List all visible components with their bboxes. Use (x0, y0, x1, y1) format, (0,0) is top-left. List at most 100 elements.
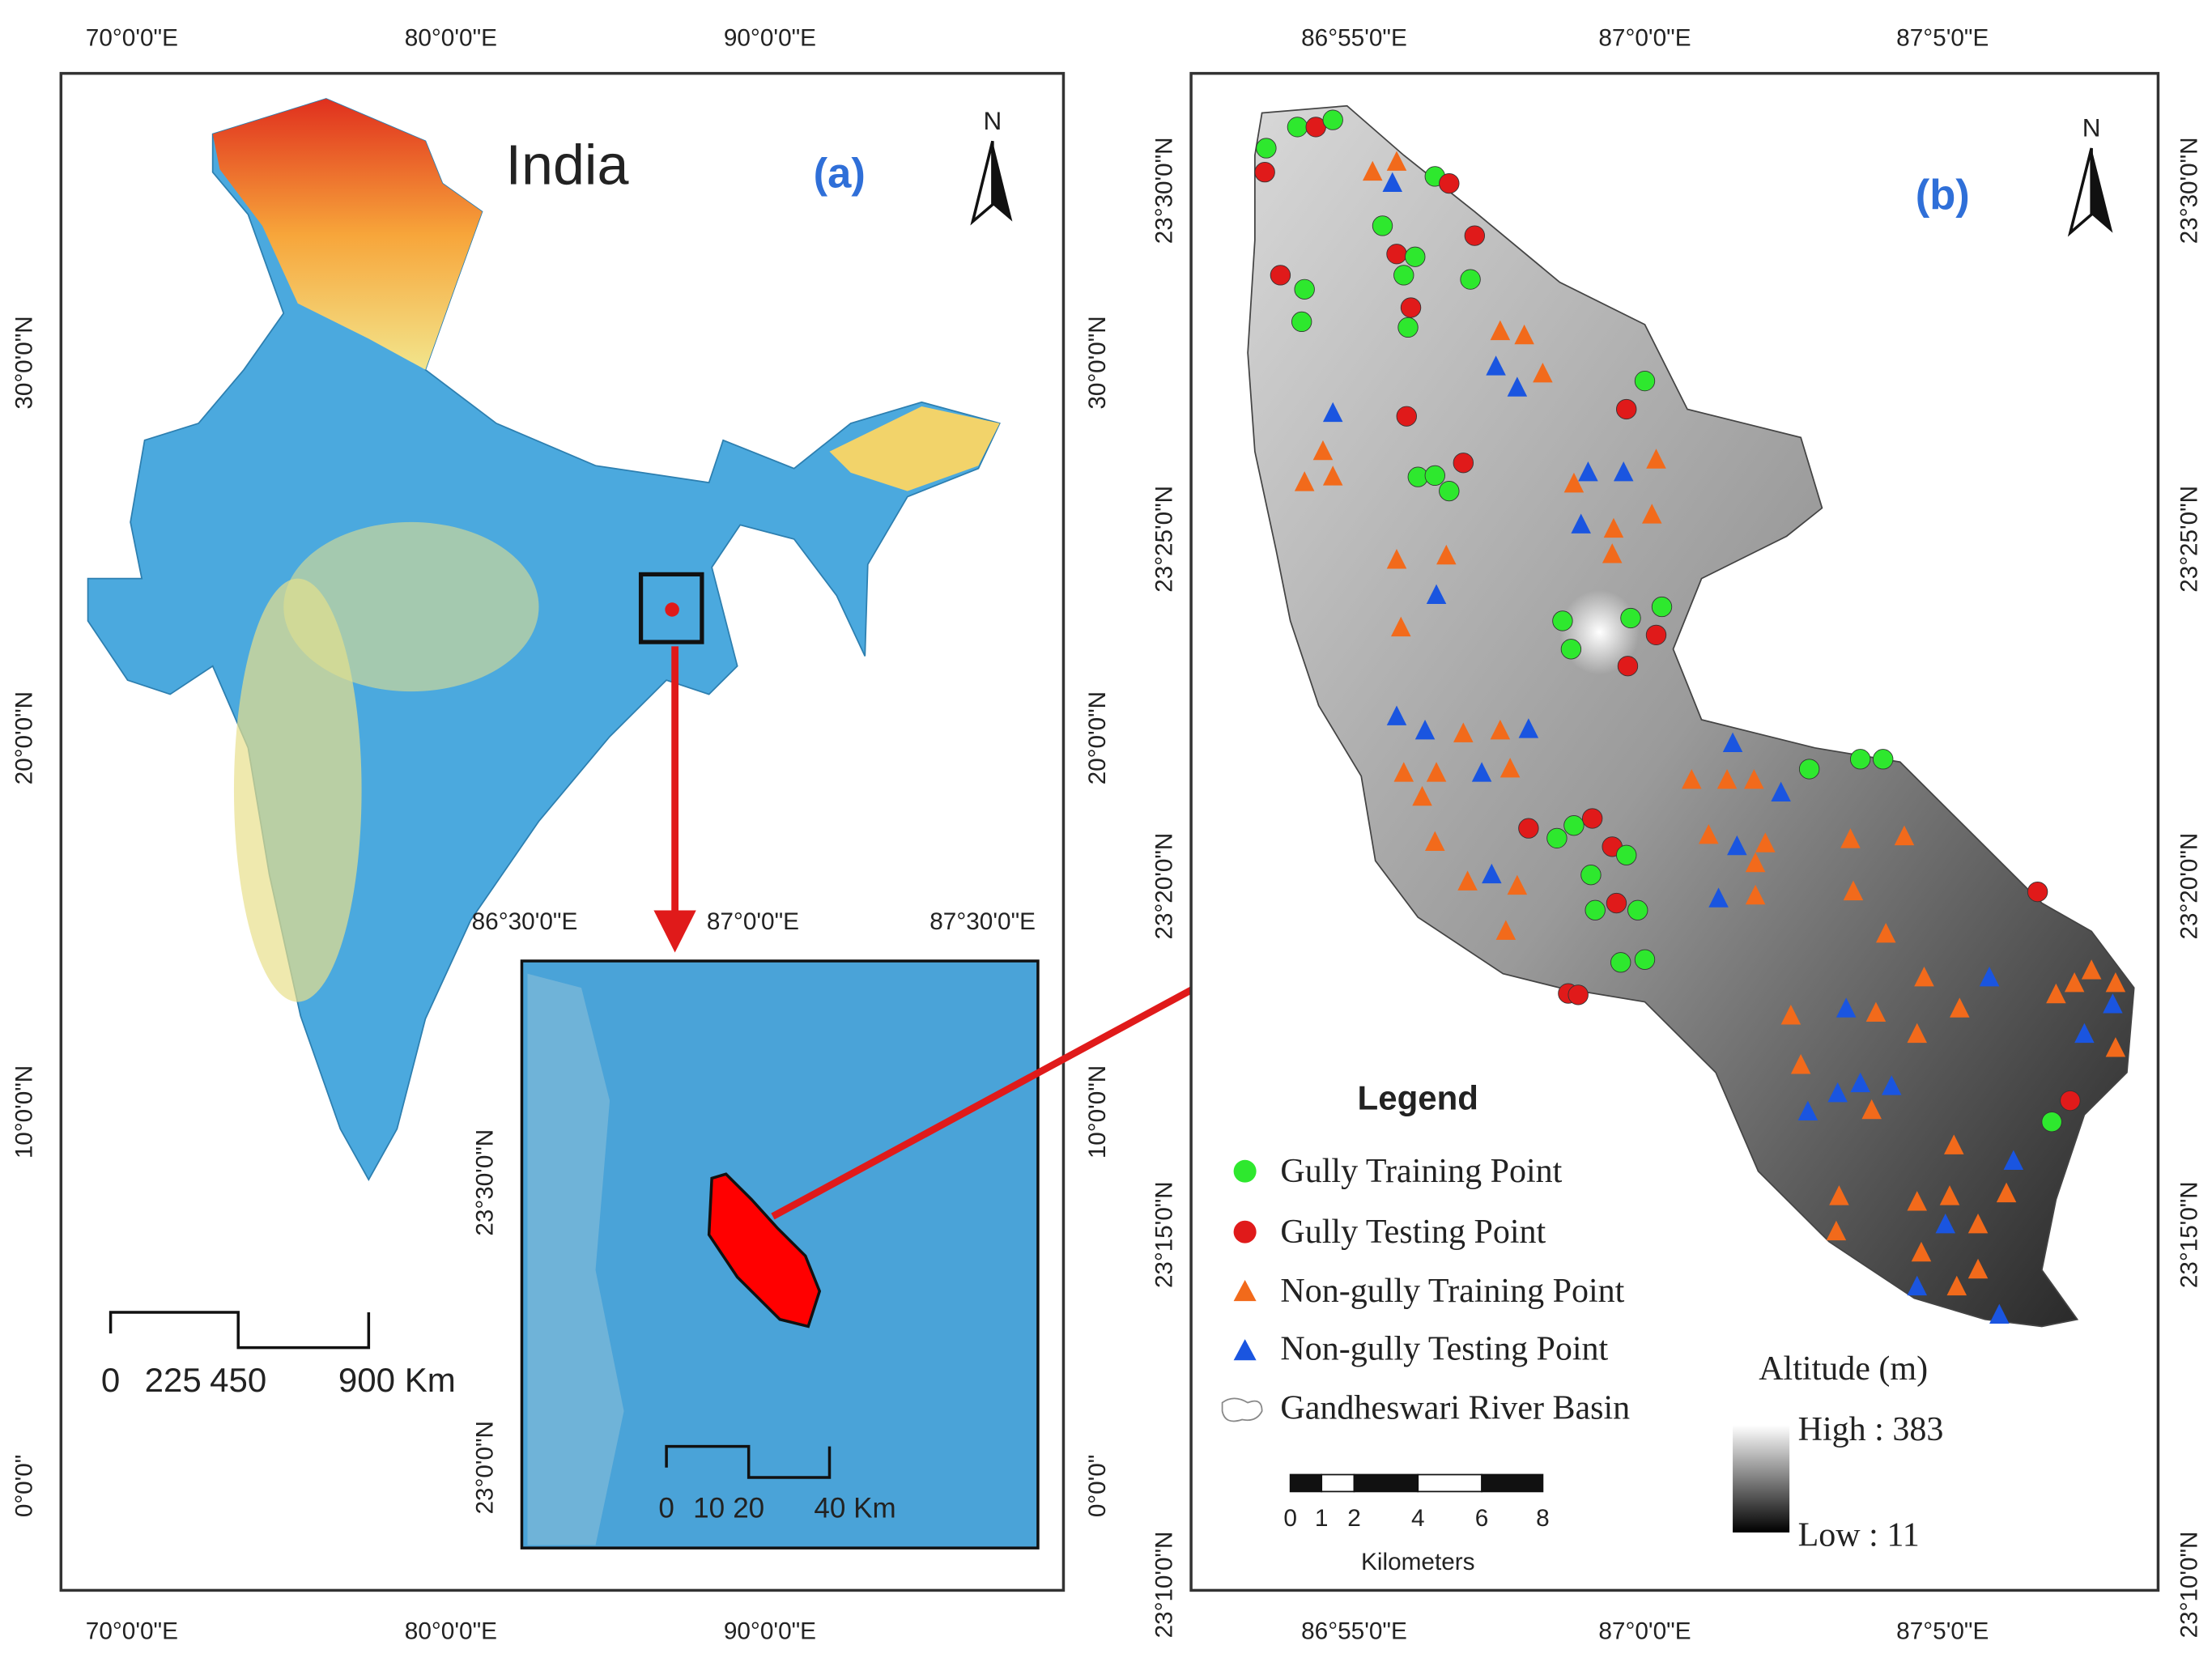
sample-point (1490, 719, 1511, 740)
ne-hills (829, 406, 1000, 491)
sample-point (1412, 785, 1432, 806)
sample-point (1616, 398, 1637, 420)
altitude-low: Low : 11 (1798, 1517, 1920, 1554)
sample-point (1645, 624, 1667, 646)
sample-point (1426, 584, 1447, 605)
lat-label: 23°0'0"N (471, 1421, 498, 1514)
scale-label: 2 (1347, 1505, 1361, 1532)
lat-label: 10°0'0"N (11, 1065, 37, 1158)
sample-point (2041, 1112, 2062, 1133)
basin-dem (1247, 104, 2135, 1328)
scale-bar (108, 1311, 371, 1350)
legend-item: Non-gully Testing Point (1280, 1331, 1608, 1368)
lon-label: 87°0'0"E (1598, 1618, 1691, 1645)
sample-point (1294, 278, 1315, 300)
sample-point (1256, 138, 1277, 159)
scale-label: 0 (101, 1361, 120, 1399)
lat-label: 20°0'0"N (1084, 691, 1111, 784)
legend-title: Legend (1358, 1079, 1478, 1117)
sample-point (1439, 480, 1460, 502)
lon-label: 86°30'0"E (472, 908, 578, 935)
lat-label: 23°30'0"N (1151, 137, 1177, 244)
sample-point (1386, 705, 1407, 725)
scale-unit: Kilometers (1361, 1549, 1475, 1575)
sample-point (1996, 1182, 2017, 1203)
lon-label: 86°55'0"E (1301, 25, 1407, 52)
lat-label: 23°30'0"N (2176, 137, 2203, 244)
sample-point (1603, 517, 1624, 538)
sample-point (1518, 718, 1539, 738)
sample-point (1322, 109, 1343, 130)
legend-symbol (1233, 1279, 1257, 1302)
sample-point (1571, 513, 1591, 534)
sample-point (2064, 971, 2085, 993)
sample-point (1935, 1214, 1956, 1234)
scale-label: 0 (1283, 1505, 1297, 1532)
sample-point (1495, 920, 1516, 940)
sample-point (1563, 815, 1585, 836)
sample-point (1646, 449, 1666, 469)
scale-bar (1289, 1473, 1544, 1493)
sample-point (1907, 1191, 1927, 1211)
sample-point (1617, 656, 1639, 677)
scale-label: 1 (1315, 1505, 1329, 1532)
sample-point (1514, 324, 1534, 345)
sample-point (1391, 616, 1411, 637)
sample-point (1944, 1134, 1964, 1154)
legend-item: Gully Training Point (1280, 1153, 1562, 1190)
sample-point (1382, 172, 1403, 193)
lat-label: 23°10'0"N (1151, 1532, 1177, 1639)
sample-point (1744, 768, 1764, 789)
sample-point (1651, 596, 1673, 618)
sample-point (1602, 543, 1623, 563)
plateau (233, 578, 362, 1002)
lat-label: 23°20'0"N (2176, 833, 2203, 940)
sample-point (1829, 1185, 1849, 1205)
sample-point (1393, 265, 1414, 286)
sample-point (1312, 440, 1334, 461)
sample-point (1745, 884, 1766, 905)
sample-point (1393, 762, 1414, 782)
sample-point (1322, 402, 1343, 423)
sample-point (1322, 466, 1343, 486)
inset-scale-bar (665, 1444, 832, 1479)
sample-point (2003, 1150, 2024, 1170)
sample-point (1722, 732, 1743, 753)
sample-point (1386, 151, 1407, 171)
lon-label: 70°0'0"E (86, 1618, 178, 1645)
sample-point (1436, 544, 1457, 565)
sample-point (1552, 610, 1573, 631)
sample-point (1610, 952, 1631, 973)
sample-point (1967, 1258, 1989, 1279)
legend-symbol (1221, 1397, 1263, 1422)
sample-point (1507, 376, 1528, 397)
sample-point (1699, 823, 1719, 844)
sample-point (1396, 406, 1417, 427)
inset-box (638, 572, 704, 644)
sample-point (1254, 162, 1275, 183)
sample-point (1471, 762, 1492, 782)
sample-point (1708, 887, 1729, 908)
lon-label: 90°0'0"E (724, 1618, 816, 1645)
lat-label: 23°30'0"N (471, 1129, 498, 1236)
sample-point (1397, 317, 1419, 338)
sample-point (1627, 899, 1648, 920)
sample-point (1894, 825, 1915, 846)
scale-label: 20 (733, 1492, 764, 1524)
sample-point (1585, 899, 1606, 920)
sample-point (1745, 852, 1766, 873)
sample-point (1840, 828, 1861, 848)
scale-label: 0 (658, 1492, 674, 1524)
lat-label: 23°25'0"N (2176, 486, 2203, 593)
sample-point (1861, 1099, 1882, 1120)
sample-point (1634, 370, 1656, 392)
lon-label: 87°0'0"E (707, 908, 799, 935)
sample-point (1581, 808, 1603, 829)
lon-label: 87°5'0"E (1896, 1618, 1989, 1645)
sample-points (1254, 109, 2126, 1324)
sample-point (1682, 768, 1702, 789)
sample-point (1464, 225, 1486, 246)
panel-label: (a) (814, 151, 866, 198)
sample-point (1881, 1075, 1902, 1095)
